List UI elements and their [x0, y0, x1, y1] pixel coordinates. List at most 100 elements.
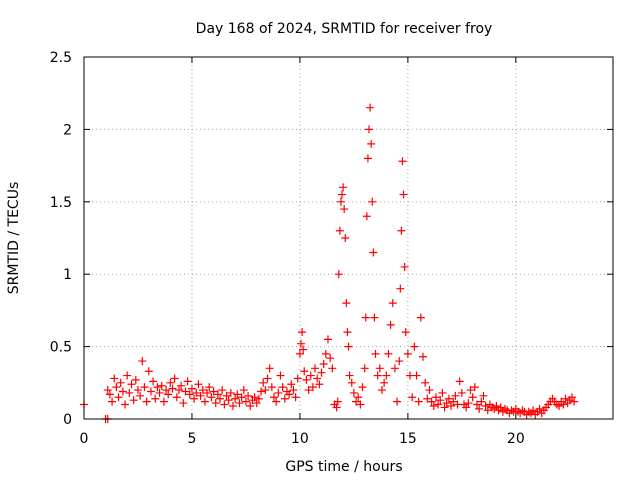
data-point [168, 384, 177, 393]
data-point [323, 335, 332, 344]
data-point [412, 371, 421, 380]
data-point [466, 386, 475, 395]
data-point [347, 378, 356, 387]
data-point [380, 378, 389, 387]
data-point [436, 396, 445, 405]
data-point [492, 401, 501, 410]
chart-title: Day 168 of 2024, SRMTID for receiver fro… [196, 21, 493, 37]
data-point [289, 386, 298, 395]
data-point [457, 388, 466, 397]
data-point [181, 387, 190, 396]
data-point [250, 393, 259, 402]
data-point [338, 190, 347, 199]
data-point [561, 394, 570, 403]
data-point [373, 371, 382, 380]
data-point [431, 393, 440, 402]
data-point [451, 391, 460, 400]
data-point [116, 378, 125, 387]
data-point [114, 393, 123, 402]
data-point [276, 371, 285, 380]
data-point [177, 381, 186, 390]
data-point [440, 403, 449, 412]
data-point [444, 394, 453, 403]
x-tick-label: 0 [80, 431, 89, 447]
data-point [239, 386, 248, 395]
data-point [187, 384, 196, 393]
data-point [356, 400, 365, 409]
data-point [479, 391, 488, 400]
data-point [299, 345, 308, 354]
data-point [349, 388, 358, 397]
data-point [231, 394, 240, 403]
y-tick-label: 0.5 [50, 340, 72, 356]
data-point [291, 393, 300, 402]
data-point [477, 397, 486, 406]
data-point [123, 371, 132, 380]
data-point [125, 388, 134, 397]
data-point [335, 226, 344, 235]
data-point [535, 404, 544, 413]
y-tick-label: 1 [63, 267, 72, 283]
data-point [434, 400, 443, 409]
data-point [388, 299, 397, 308]
data-point [166, 378, 175, 387]
data-point [121, 400, 130, 409]
data-series [80, 103, 579, 423]
data-point [196, 391, 205, 400]
data-point [267, 383, 276, 392]
data-point [200, 397, 209, 406]
data-point [270, 393, 279, 402]
x-tick-label: 10 [291, 431, 309, 447]
data-point [151, 394, 160, 403]
data-point [334, 270, 343, 279]
data-point [183, 377, 192, 386]
data-point [185, 390, 194, 399]
data-point [306, 371, 315, 380]
data-point [317, 368, 326, 377]
x-tick-label: 5 [187, 431, 196, 447]
x-axis-label: GPS time / hours [285, 459, 402, 475]
data-point [449, 397, 458, 406]
data-point [470, 383, 479, 392]
data-point [272, 397, 281, 406]
data-point [192, 388, 201, 397]
data-point [213, 390, 222, 399]
data-point [296, 339, 305, 348]
data-point [570, 397, 579, 406]
data-point [559, 400, 568, 409]
data-point [254, 394, 263, 403]
data-point [447, 401, 456, 410]
data-point [421, 378, 430, 387]
data-point [365, 125, 374, 134]
data-point [370, 313, 379, 322]
y-tick-label: 2 [63, 122, 72, 138]
data-point [304, 386, 313, 395]
data-point [246, 401, 255, 410]
y-tick-label: 0 [63, 412, 72, 428]
data-point [398, 157, 407, 166]
data-point [287, 380, 296, 389]
data-point [302, 375, 311, 384]
data-point [339, 183, 348, 192]
data-point [157, 381, 166, 390]
data-point [395, 357, 404, 366]
data-point [159, 397, 168, 406]
data-point [416, 313, 425, 322]
data-point [362, 212, 371, 221]
data-point [343, 328, 352, 337]
data-point [218, 386, 227, 395]
plot-frame [83, 56, 614, 420]
data-point [366, 103, 375, 112]
data-point [313, 374, 322, 383]
data-point [149, 377, 158, 386]
data-point [352, 397, 361, 406]
data-point [131, 375, 140, 384]
data-point [105, 390, 114, 399]
data-point [175, 386, 184, 395]
data-point [438, 388, 447, 397]
data-point [455, 377, 464, 386]
data-point [360, 364, 369, 373]
data-point [403, 349, 412, 358]
data-point [138, 357, 147, 366]
data-point [280, 394, 289, 403]
